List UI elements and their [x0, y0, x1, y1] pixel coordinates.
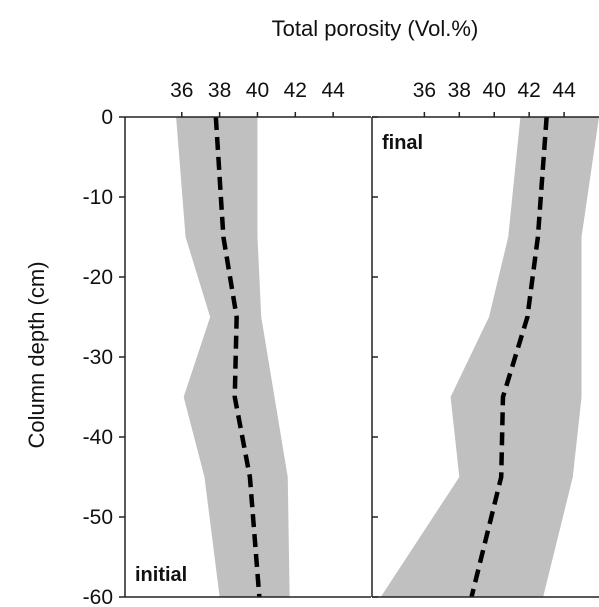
mean-porosity-line	[469, 117, 549, 597]
x-tick-label: 44	[552, 79, 576, 102]
y-tick-label: 0	[101, 106, 113, 129]
y-tick-label: -10	[83, 186, 113, 209]
y-axis-title: Column depth (cm)	[24, 261, 49, 448]
x-tick-label: 42	[517, 79, 540, 102]
x-tick-label: 36	[170, 79, 193, 102]
x-tick-label: 36	[413, 79, 436, 102]
panel-final: 36 38 40 42 44 final	[371, 79, 599, 598]
uncertainty-band	[176, 117, 290, 597]
y-tick-label: -50	[83, 506, 113, 529]
x-tick-label: 38	[448, 79, 471, 102]
mean-porosity-line	[213, 117, 262, 597]
panel-initial: 36 38 40 42 44 0 -10 -20 -30 -40 -50 -60 initial	[83, 79, 371, 607]
uncertainty-band	[380, 117, 599, 597]
panel-label-final: final	[382, 132, 423, 154]
panel-label-initial: initial	[135, 564, 187, 586]
y-tick-label: -40	[83, 426, 113, 449]
chart-title: Total porosity (Vol.%)	[272, 16, 479, 41]
x-tick-label: 38	[208, 79, 231, 102]
x-tick-label: 40	[483, 79, 506, 102]
chart-panels: 36 38 40 42 44 0 -10 -20 -30 -40 -50 -60 initial 36 38…	[83, 79, 599, 607]
y-tick-label: -60	[83, 586, 113, 607]
x-tick-label: 44	[321, 79, 345, 102]
x-tick-label: 40	[246, 79, 269, 102]
x-tick-label: 42	[284, 79, 307, 102]
y-tick-label: -30	[83, 346, 113, 369]
y-tick-label: -20	[83, 266, 113, 289]
